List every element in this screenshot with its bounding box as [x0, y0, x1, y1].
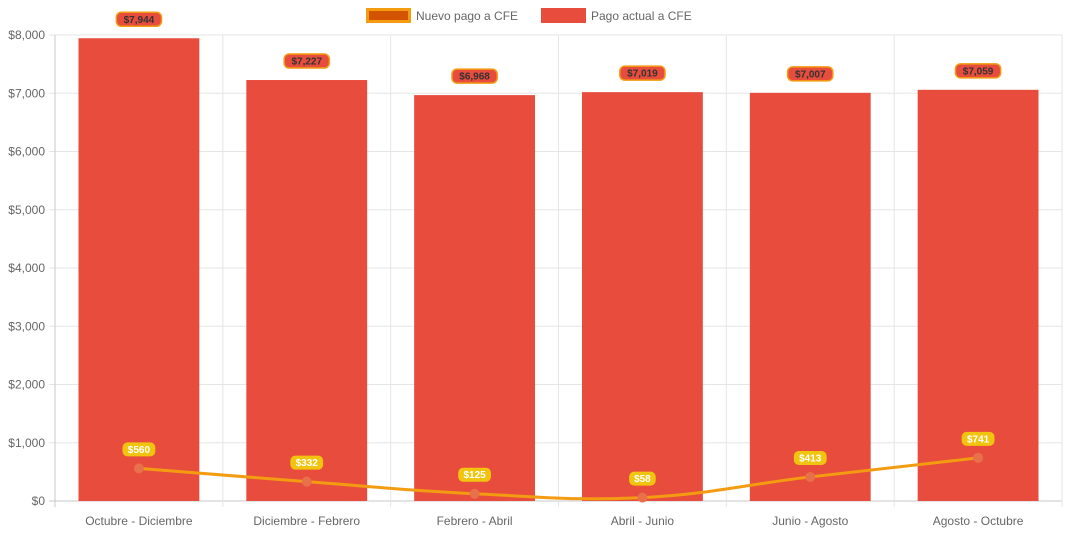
line-series	[133, 452, 984, 503]
bar-value-label: $7,019	[627, 69, 658, 80]
bar-value-label-bg	[115, 11, 163, 28]
y-tick-label: $7,000	[8, 86, 45, 100]
bar	[749, 92, 871, 501]
line-value-label-bg	[629, 471, 656, 486]
bar	[78, 38, 200, 502]
bar-value-label: $7,944	[124, 15, 155, 26]
legend-swatch	[541, 8, 586, 23]
bar-series	[78, 38, 1039, 502]
y-tick-label: $2,000	[8, 378, 45, 392]
x-tick-label: Diciembre - Febrero	[253, 514, 360, 528]
line-value-label-bg	[290, 455, 324, 470]
bar	[246, 80, 368, 501]
x-tick-label: Febrero - Abril	[437, 514, 513, 528]
y-tick-label: $3,000	[8, 319, 45, 333]
bar-value-label-bg	[283, 53, 331, 69]
legend-label: Nuevo pago a CFE	[416, 9, 518, 23]
y-tick-label: $6,000	[8, 145, 45, 159]
x-tick-label: Octubre - Diciembre	[85, 514, 193, 528]
legend-item[interactable]: Nuevo pago a CFE	[366, 8, 519, 23]
line-value-label-bg	[122, 442, 156, 457]
bar-value-label: $7,227	[291, 57, 322, 68]
bar-value-label-bg	[786, 66, 834, 82]
line-value-label-bg	[961, 431, 995, 446]
line-value-label: $560	[128, 445, 151, 456]
line-point	[301, 476, 312, 487]
line-value-label: $332	[296, 458, 319, 469]
series-line	[138, 456, 979, 501]
line-value-label: $741	[967, 434, 990, 445]
line-point	[805, 471, 816, 482]
legend-label: Pago actual a CFE	[591, 9, 692, 23]
bar	[414, 95, 536, 501]
x-tick-label: Abril - Junio	[611, 514, 675, 528]
line-value-label: $58	[634, 474, 651, 485]
bar-value-label: $7,007	[795, 69, 826, 80]
line-value-label: $413	[799, 453, 822, 464]
line-point	[133, 463, 144, 474]
y-tick-label: $0	[32, 494, 46, 508]
line-point	[637, 492, 648, 503]
y-tick-label: $8,000	[8, 28, 45, 42]
legend[interactable]: Nuevo pago a CFE Pago actual a CFE	[366, 8, 692, 23]
y-tick-label: $5,000	[8, 203, 45, 217]
y-tick-label: $4,000	[8, 261, 45, 275]
line-point	[469, 488, 480, 499]
x-tick-label: Junio - Agosto	[772, 514, 848, 528]
bar-value-label: $6,968	[459, 72, 490, 83]
bar-value-label-bg	[451, 68, 498, 84]
y-tick-label: $1,000	[8, 436, 45, 450]
bar	[581, 92, 703, 501]
legend-item[interactable]: Pago actual a CFE	[541, 8, 692, 23]
line-value-label-bg	[793, 450, 827, 465]
line-value-label-bg	[458, 467, 491, 482]
axes: $0 $1,000 $2,000 $3,000 $4,000 $5,000 $6,000 $7…	[8, 28, 1023, 528]
line-value-label: $125	[463, 470, 486, 481]
grid-lines	[49, 34, 1063, 507]
legend-swatch	[366, 8, 411, 23]
bar-value-label-bg	[619, 65, 666, 81]
bar-value-label: $7,059	[963, 66, 994, 77]
x-tick-label: Agosto - Octubre	[933, 514, 1024, 528]
bar-value-label-bg	[954, 63, 1002, 79]
line-point	[973, 452, 984, 463]
data-labels: $7,944 $7,227 $6,968 $7,019 $7,007 $7,059 $560…	[115, 11, 1002, 486]
